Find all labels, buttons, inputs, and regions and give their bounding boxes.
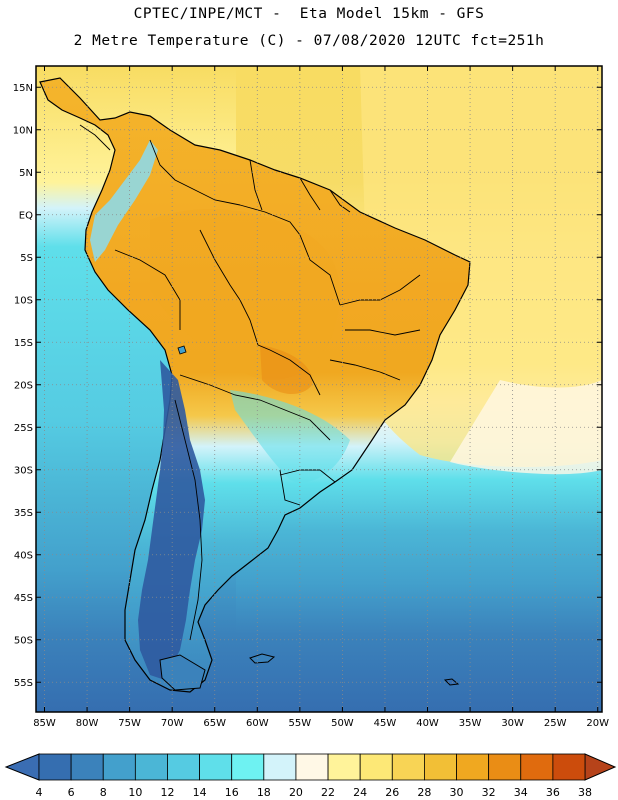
- falkland-islands: [249, 653, 276, 664]
- lat-tick-label: EQ: [19, 210, 33, 221]
- colorbar-swatch: [70, 753, 104, 781]
- lon-tick-label: 40W: [416, 718, 439, 729]
- colorbar-swatch: [520, 753, 554, 781]
- lat-tick-label: 45S: [14, 593, 33, 604]
- lat-tick-label: 20S: [14, 380, 33, 391]
- lat-tick-label: 30S: [14, 465, 33, 476]
- lat-tick-label: 35S: [14, 508, 33, 519]
- colorbar-label: 8: [100, 786, 107, 799]
- colorbar-swatch: [167, 753, 200, 781]
- colorbar-label: 12: [160, 786, 174, 799]
- tierra-del-fuego: [159, 654, 206, 691]
- lat-tick-label: 15N: [13, 83, 33, 94]
- colorbar-swatch: [327, 753, 361, 781]
- colorbar-swatch: [38, 753, 72, 781]
- colorbar-label: 10: [128, 786, 142, 799]
- colorbar-swatch: [231, 753, 265, 781]
- colorbar-label: 14: [193, 786, 207, 799]
- lon-tick-label: 45W: [374, 718, 397, 729]
- pantanal-hot-spot: [260, 345, 313, 395]
- lon-tick-label: 75W: [118, 718, 141, 729]
- south-georgia-island: [443, 678, 460, 686]
- map-title-line-1: CPTEC/INPE/MCT - Eta Model 15km - GFS: [133, 6, 485, 22]
- colorbar-label: 18: [257, 786, 271, 799]
- colorbar-swatch: [488, 753, 522, 781]
- colorbar-label: 6: [68, 786, 75, 799]
- lon-tick-label: 85W: [33, 718, 56, 729]
- colorbar-swatch: [424, 753, 457, 781]
- andes-cold-band: [138, 360, 205, 680]
- lat-tick-label: 15S: [14, 338, 33, 349]
- temperature-colorbar: 4 6 8 10 12 14 16 18 20 22 24 26 28 30 32 34 36 38: [4, 753, 617, 799]
- lat-tick-label: 10S: [14, 295, 33, 306]
- colorbar-swatch: [295, 753, 329, 781]
- colorbar-label: 32: [482, 786, 496, 799]
- colorbar-swatch: [456, 753, 490, 781]
- colorbar-swatch: [263, 753, 297, 781]
- lat-tick-label: 25S: [14, 423, 33, 434]
- colorbar-label: 24: [353, 786, 367, 799]
- atlantic-pale-band: [450, 380, 602, 475]
- colorbar-swatch: [552, 753, 586, 781]
- colorbar-high-arrow: [584, 753, 617, 781]
- colorbar-swatch: [102, 753, 136, 781]
- interior-hot-core: [150, 209, 340, 380]
- lon-tick-label: 30W: [501, 718, 524, 729]
- colorbar-label: 16: [225, 786, 239, 799]
- colorbar-label: 38: [578, 786, 592, 799]
- colorbar-swatch: [391, 753, 425, 781]
- lat-tick-label: 55S: [14, 678, 33, 689]
- colorbar-swatch: [199, 753, 233, 781]
- colorbar-low-arrow: [4, 753, 40, 781]
- lon-tick-label: 55W: [289, 718, 312, 729]
- map-title-line-2: 2 Metre Temperature (C) - 07/08/2020 12U…: [73, 33, 545, 49]
- lat-tick-label: 10N: [13, 125, 33, 136]
- lat-tick-label: 5N: [19, 168, 33, 179]
- south-america-landmass: [39, 77, 471, 693]
- lat-tick-label: 40S: [14, 550, 33, 561]
- lon-tick-label: 25W: [544, 718, 567, 729]
- lon-tick-label: 70W: [161, 718, 184, 729]
- latitude-axis: 15N 10N 5N EQ 5S 10S 15S 20S 25S 30S 35S 40S 45S 50S 5…: [13, 83, 602, 689]
- colorbar-label: 22: [321, 786, 335, 799]
- colorbar-label: 36: [546, 786, 560, 799]
- lon-tick-label: 80W: [76, 718, 99, 729]
- lon-tick-label: 50W: [331, 718, 354, 729]
- lon-tick-label: 65W: [203, 718, 226, 729]
- colorbar-label: 28: [417, 786, 431, 799]
- colorbar-label: 34: [514, 786, 528, 799]
- northern-andes-band: [90, 140, 158, 262]
- southern-cool-region: [230, 390, 350, 483]
- lon-tick-label: 35W: [459, 718, 482, 729]
- lon-tick-label: 60W: [246, 718, 269, 729]
- colorbar-label: 30: [450, 786, 464, 799]
- map-area: [36, 66, 602, 712]
- longitude-axis: 85W 80W 75W 70W 65W 60W 55W 50W 45W 40W 35W 30W 25W 2…: [33, 66, 609, 729]
- lat-tick-label: 5S: [20, 253, 33, 264]
- colorbar-label: 26: [385, 786, 399, 799]
- lake-titicaca: [177, 345, 187, 355]
- colorbar-swatch: [359, 753, 393, 781]
- colorbar-label: 20: [289, 786, 303, 799]
- map-frame: [35, 65, 603, 713]
- colorbar-label: 4: [36, 786, 43, 799]
- lon-tick-label: 20W: [586, 718, 609, 729]
- colorbar-swatch: [134, 753, 168, 781]
- lat-tick-label: 50S: [14, 635, 33, 646]
